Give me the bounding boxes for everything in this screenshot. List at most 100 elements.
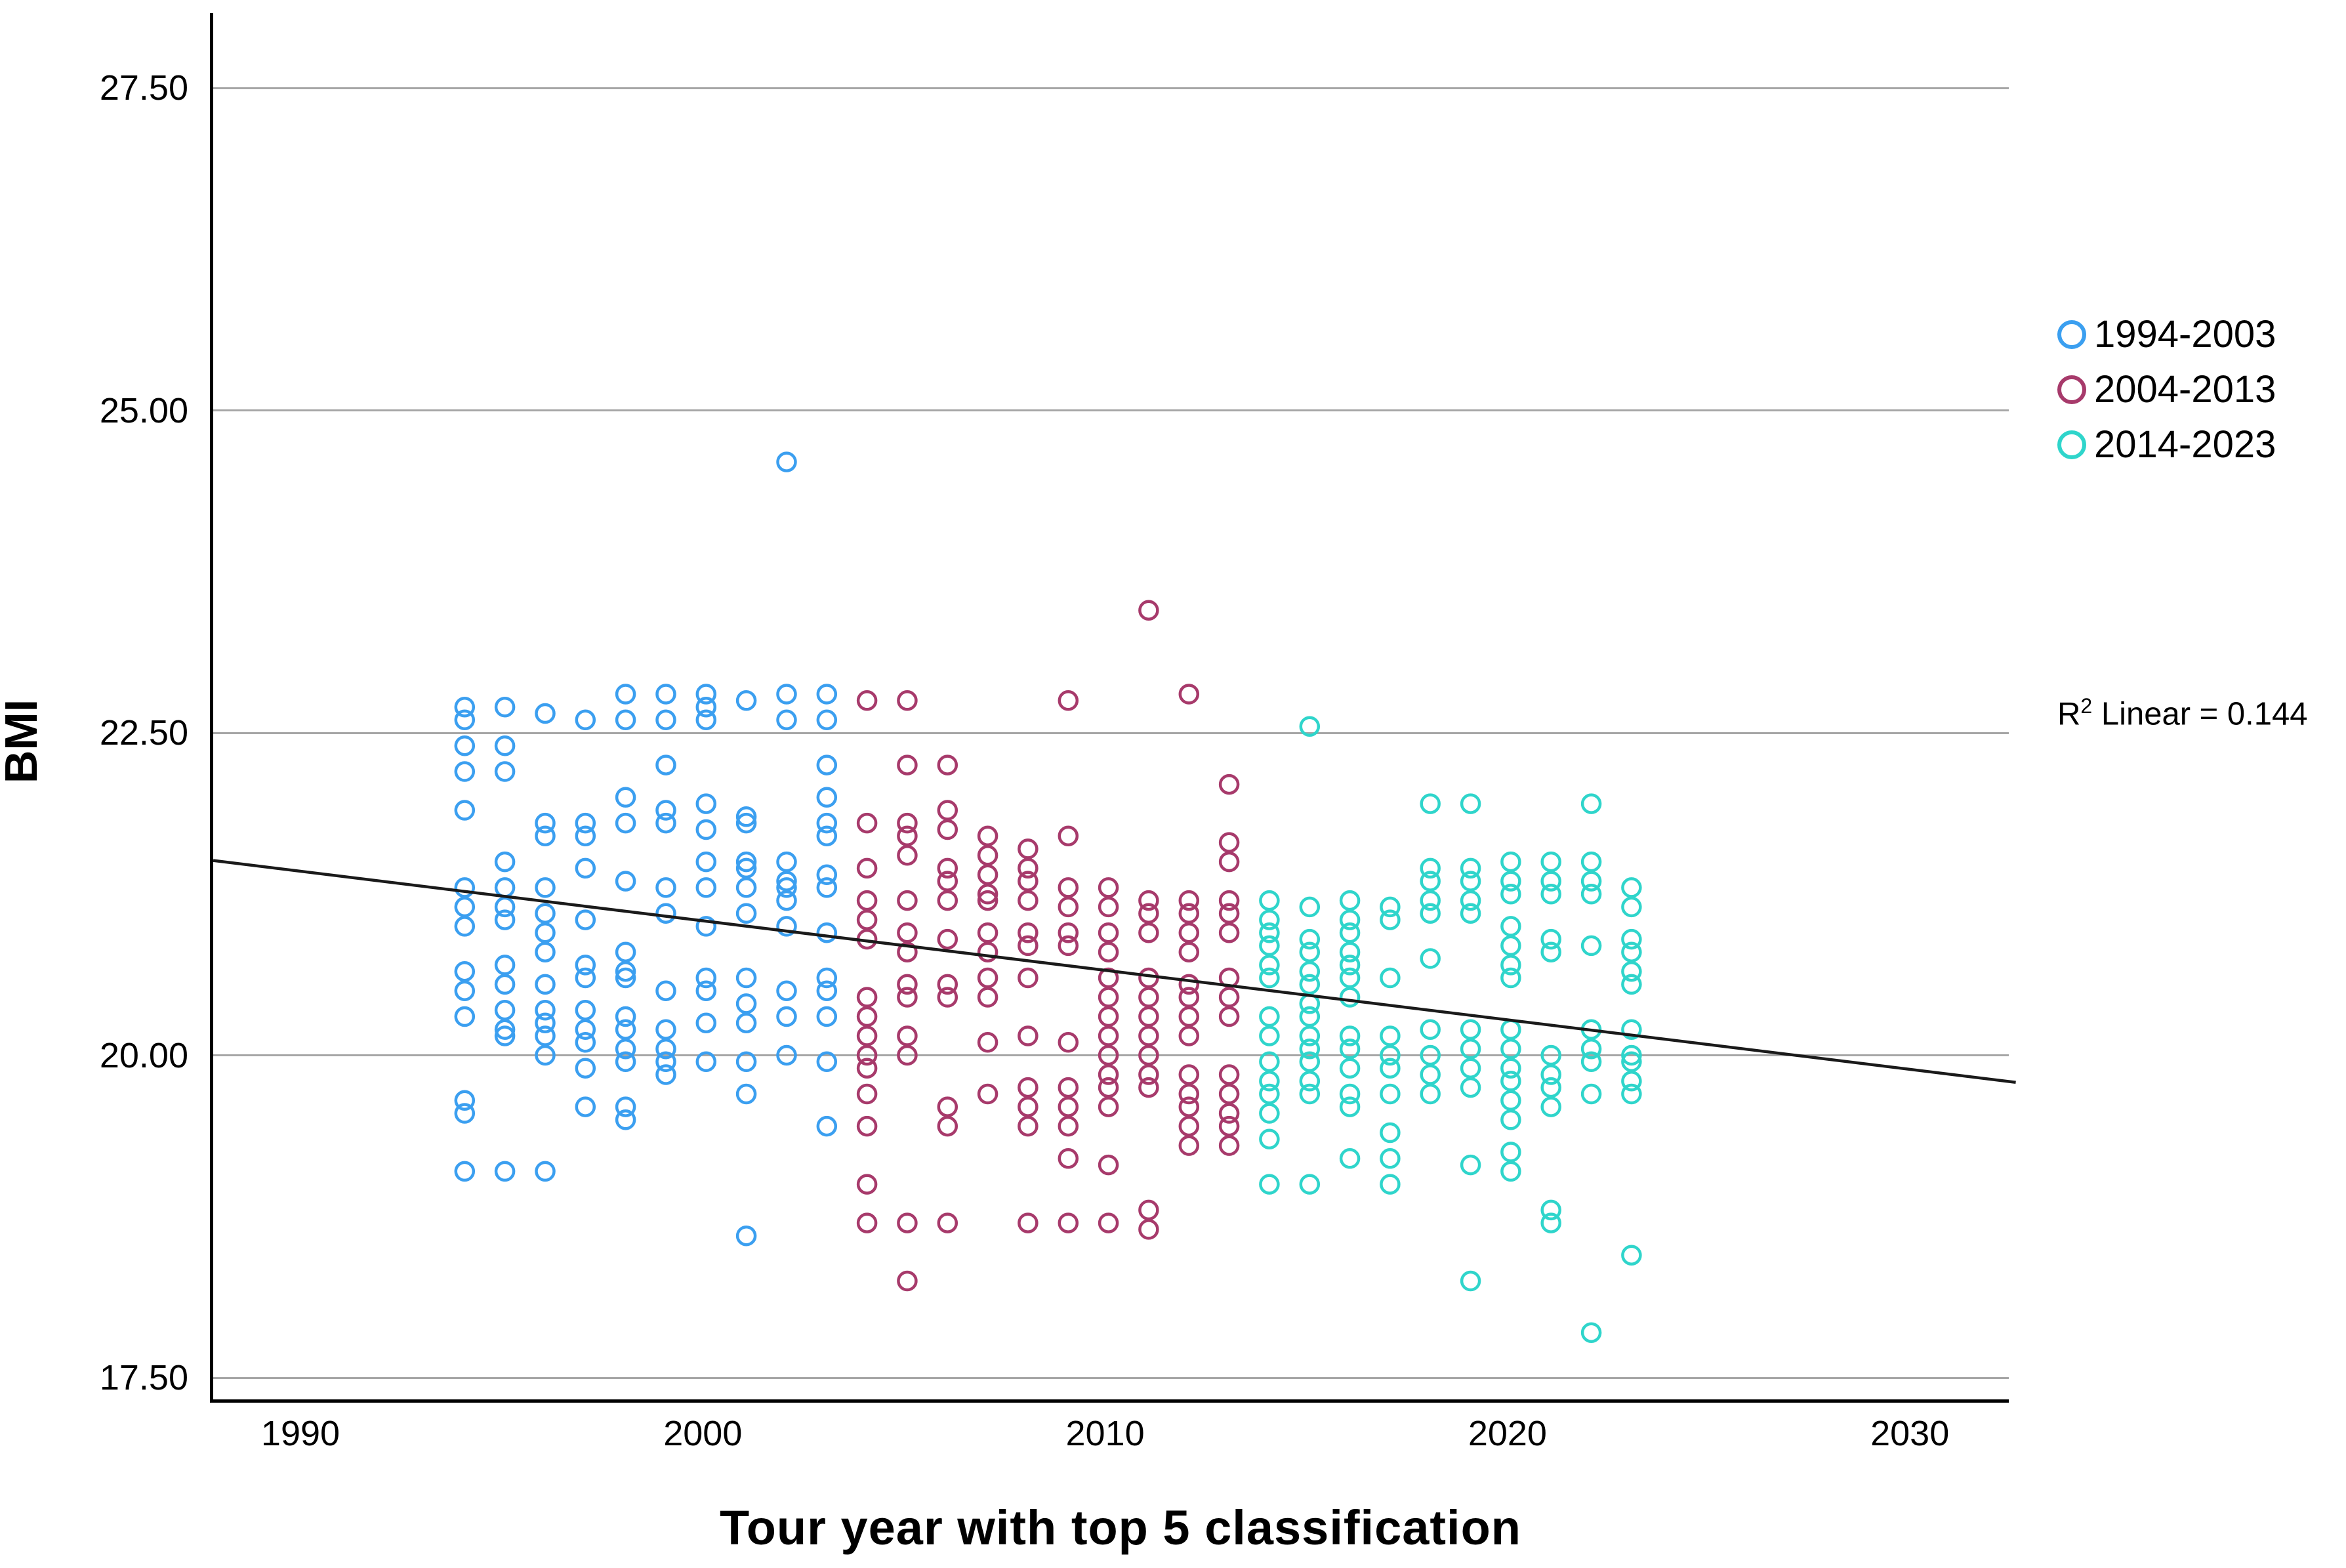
data-point: [977, 890, 998, 911]
gridline-25.00: [213, 409, 2009, 411]
data-point: [535, 1161, 556, 1182]
data-point: [856, 857, 878, 879]
data-point: [816, 980, 838, 1001]
data-point: [1098, 877, 1119, 898]
data-point: [1339, 967, 1361, 989]
data-point: [1621, 1019, 1642, 1040]
data-point: [1178, 974, 1200, 995]
data-point: [695, 980, 717, 1001]
data-point: [937, 871, 958, 892]
data-point: [695, 709, 717, 731]
regression-line: [213, 859, 2016, 1084]
data-point: [816, 684, 838, 705]
data-point: [1218, 1083, 1240, 1105]
data-point: [1098, 1044, 1119, 1066]
data-point: [1018, 935, 1039, 957]
data-point: [1058, 877, 1079, 898]
data-point: [1339, 1038, 1361, 1060]
data-point: [1178, 1025, 1200, 1046]
x-tick-label: 2020: [1468, 1414, 1547, 1453]
data-point: [856, 890, 878, 911]
plot-area: [210, 13, 2016, 1403]
data-point: [1621, 941, 1642, 962]
data-point: [535, 877, 556, 898]
data-point: [615, 1051, 636, 1073]
data-point: [494, 851, 516, 873]
data-point: [454, 1090, 476, 1111]
data-point: [776, 916, 797, 937]
data-point: [1339, 941, 1361, 962]
data-point: [655, 903, 676, 924]
data-point: [1420, 1044, 1441, 1066]
data-point: [1178, 922, 1200, 943]
data-point: [1500, 1038, 1521, 1060]
data-point: [1621, 896, 1642, 918]
data-point: [1299, 1174, 1321, 1195]
data-point: [494, 761, 516, 782]
data-point: [575, 812, 596, 834]
x-axis-title: Tour year with top 5 classification: [720, 1500, 1521, 1555]
data-point: [735, 806, 757, 827]
data-point: [1580, 871, 1602, 892]
data-point: [1500, 955, 1521, 976]
data-point: [816, 1115, 838, 1137]
data-point: [454, 980, 476, 1001]
data-point: [695, 684, 717, 705]
data-point: [1138, 1044, 1159, 1066]
data-point: [1138, 903, 1159, 924]
data-point: [615, 812, 636, 834]
data-point: [655, 1051, 676, 1073]
data-point: [1259, 967, 1280, 989]
data-point: [1178, 684, 1200, 705]
data-point: [1138, 1006, 1159, 1027]
data-point: [1339, 1148, 1361, 1169]
data-point: [856, 987, 878, 1008]
data-point: [695, 877, 717, 898]
data-point: [454, 1006, 476, 1027]
data-point: [1420, 948, 1441, 969]
data-point: [856, 1174, 878, 1195]
data-point: [1299, 941, 1321, 962]
data-point: [454, 1103, 476, 1124]
y-tick-label: 25.00: [99, 390, 188, 430]
data-point: [1540, 928, 1561, 950]
data-point: [1299, 960, 1321, 982]
data-point: [1339, 909, 1361, 930]
data-point: [816, 1006, 838, 1027]
data-point: [937, 974, 958, 995]
data-point: [1098, 1212, 1119, 1233]
data-point: [1178, 890, 1200, 911]
data-point: [1098, 896, 1119, 918]
y-tick-label: 22.50: [99, 713, 188, 753]
data-point: [937, 1212, 958, 1233]
data-point: [494, 909, 516, 930]
data-point: [1540, 871, 1561, 892]
data-point: [1218, 1115, 1240, 1137]
data-point: [1540, 941, 1561, 962]
data-point: [1178, 903, 1200, 924]
data-point: [897, 825, 918, 847]
data-point: [1621, 1083, 1642, 1105]
data-point: [615, 709, 636, 731]
data-point: [1178, 987, 1200, 1008]
data-point: [1420, 1083, 1441, 1105]
data-point: [1500, 1019, 1521, 1040]
data-point: [1259, 1128, 1280, 1150]
data-point: [1098, 987, 1119, 1008]
data-point: [1621, 960, 1642, 982]
data-point: [655, 709, 676, 731]
data-point: [977, 825, 998, 847]
legend-label: 2014-2023: [2094, 423, 2276, 466]
data-point: [1380, 1083, 1401, 1105]
data-point: [1259, 922, 1280, 943]
data-point: [1058, 1077, 1079, 1098]
data-point: [1540, 1212, 1561, 1233]
data-point: [655, 1064, 676, 1085]
data-point: [977, 941, 998, 962]
data-point: [1259, 1174, 1280, 1195]
data-point: [735, 1083, 757, 1105]
data-point: [897, 922, 918, 943]
data-point: [1098, 1006, 1119, 1027]
data-point: [1018, 1077, 1039, 1098]
data-point: [1178, 1083, 1200, 1105]
